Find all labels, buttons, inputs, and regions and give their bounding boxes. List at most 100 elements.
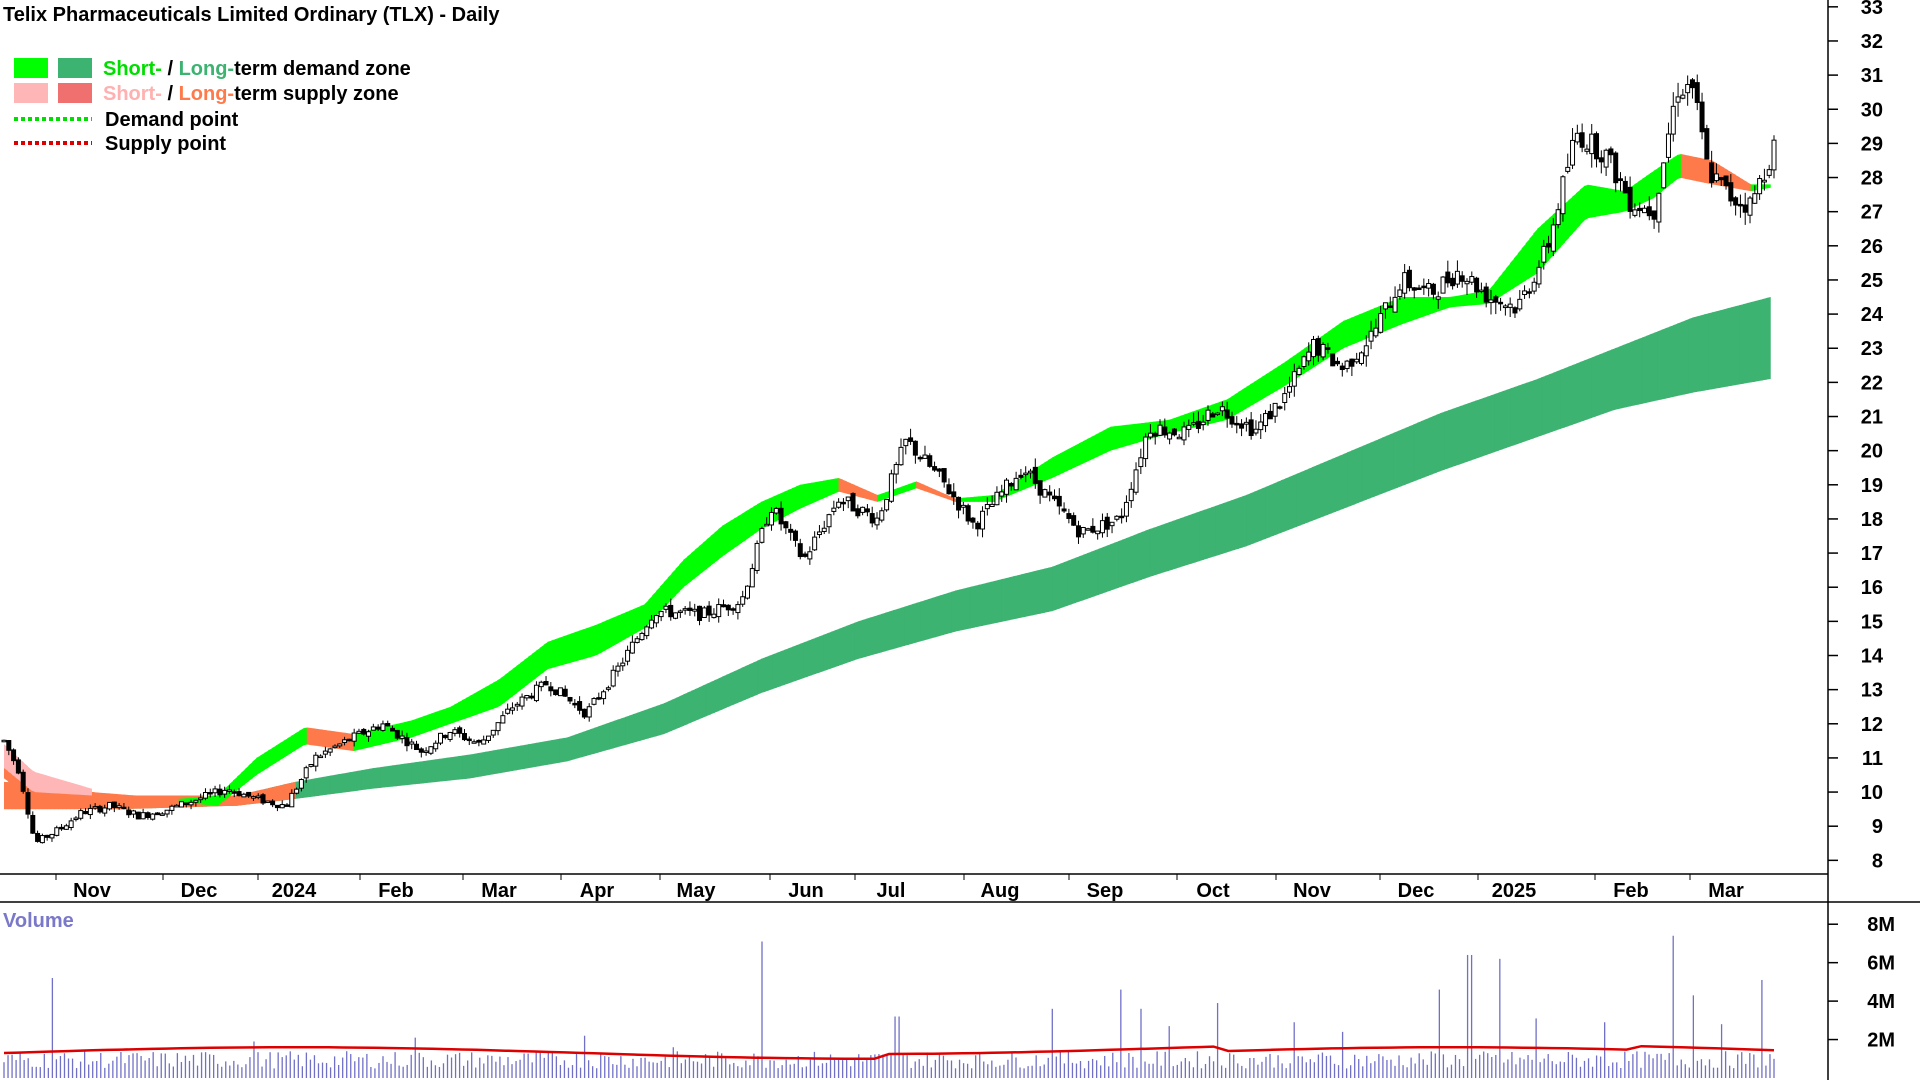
- short-term-zone-segment: [271, 745, 277, 766]
- volume-tick-label: 8M: [1867, 914, 1895, 936]
- long-term-zone-segment: [745, 664, 750, 700]
- short-term-zone-segment: [1742, 179, 1748, 191]
- candle-body: [1608, 148, 1614, 156]
- candle-body: [965, 505, 971, 522]
- short-term-zone-segment: [535, 647, 541, 679]
- short-term-zone-segment: [1750, 184, 1756, 192]
- candle-body: [1315, 338, 1321, 356]
- long-term-zone-segment: [993, 580, 999, 624]
- long-term-zone-segment: [1121, 538, 1127, 587]
- long-term-zone-segment: [1296, 472, 1302, 527]
- short-term-zone-segment: [819, 480, 824, 501]
- short-term-zone-segment: [1246, 384, 1251, 409]
- short-term-zone-segment: [559, 636, 564, 666]
- volume-title: Volume: [3, 910, 74, 932]
- long-term-zone-segment: [656, 704, 661, 737]
- candle-body: [663, 605, 669, 610]
- long-term-zone-segment: [1750, 301, 1756, 383]
- short-term-supply-segment: [85, 786, 90, 796]
- candle-body: [1210, 413, 1216, 418]
- long-term-zone-segment: [1090, 550, 1096, 598]
- short-term-zone-segment: [1067, 447, 1073, 471]
- long-term-zone-segment: [1059, 562, 1065, 609]
- long-term-zone-segment: [1152, 526, 1158, 576]
- candle-body: [768, 512, 774, 526]
- long-term-zone-segment: [578, 731, 583, 759]
- price-tick-label: 28: [1861, 168, 1883, 190]
- candle-body: [1397, 289, 1403, 298]
- long-term-zone-segment: [1199, 510, 1205, 561]
- short-term-zone-segment: [842, 479, 847, 494]
- candle-body: [174, 804, 180, 808]
- short-term-zone-segment: [295, 730, 300, 751]
- short-term-zone-segment: [687, 553, 692, 585]
- candle-body: [399, 735, 405, 739]
- candle-body: [438, 732, 444, 744]
- short-term-zone-segment: [372, 728, 378, 747]
- candle-body: [327, 748, 333, 753]
- short-term-zone-segment: [904, 484, 910, 493]
- candle-body: [1234, 422, 1240, 426]
- short-term-zone-segment: [1040, 462, 1045, 483]
- short-term-zone-segment: [458, 700, 463, 722]
- candle-body: [1670, 105, 1676, 135]
- short-term-zone-segment: [430, 712, 436, 731]
- candle-body: [236, 791, 242, 797]
- short-term-zone-segment: [302, 727, 308, 746]
- long-term-zone-segment: [1343, 452, 1348, 509]
- short-term-zone-segment: [1684, 154, 1690, 180]
- long-term-zone-segment: [1366, 442, 1371, 500]
- short-term-zone-segment: [508, 668, 514, 700]
- long-term-zone-segment: [562, 737, 568, 763]
- short-term-zone-segment: [1459, 294, 1465, 307]
- candle-body: [1119, 515, 1125, 519]
- long-term-zone-segment: [1020, 573, 1026, 618]
- price-tick-label: 9: [1872, 816, 1883, 838]
- price-tick-label: 12: [1861, 714, 1883, 736]
- candle-body: [59, 826, 65, 830]
- candle-body: [860, 506, 866, 513]
- short-term-zone-segment: [896, 486, 902, 496]
- long-term-zone-segment: [1692, 316, 1697, 393]
- price-tick-label: 14: [1861, 646, 1884, 668]
- long-term-zone-segment: [1572, 363, 1577, 425]
- candle-body: [984, 503, 990, 510]
- short-term-zone-segment: [1249, 381, 1255, 407]
- short-term-zone-segment: [978, 496, 983, 502]
- candle-body: [1531, 281, 1537, 292]
- long-term-zone-segment: [667, 699, 673, 733]
- x-tick-label: Dec: [181, 880, 218, 902]
- candle-body: [649, 619, 655, 629]
- legend-supply-rest: term supply zone: [234, 83, 398, 105]
- candle-body: [548, 686, 554, 692]
- long-term-zone-segment: [1350, 449, 1356, 506]
- long-term-zone-segment: [912, 602, 917, 644]
- candle-body: [1459, 275, 1465, 282]
- long-term-zone-segment: [625, 715, 630, 745]
- long-term-zone-segment: [1327, 458, 1333, 515]
- long-term-zone-segment: [520, 744, 525, 770]
- short-term-zone-segment: [1568, 196, 1573, 239]
- long-term-zone-segment: [1700, 314, 1705, 392]
- x-tick-label: Feb: [1613, 880, 1649, 902]
- candle-body: [1675, 96, 1681, 103]
- short-term-zone-segment: [438, 709, 444, 728]
- long-term-zone-segment: [1494, 392, 1500, 453]
- short-term-zone-segment: [877, 493, 882, 502]
- long-term-zone-segment: [978, 583, 983, 627]
- candle-body: [404, 737, 410, 747]
- long-term-zone-segment: [768, 654, 774, 691]
- candle-body: [380, 723, 386, 731]
- candle-body: [442, 734, 448, 739]
- long-term-supply-segment: [279, 784, 285, 801]
- candle-body: [620, 662, 626, 667]
- long-term-zone-segment: [900, 606, 906, 647]
- long-term-zone-segment: [644, 708, 649, 740]
- short-term-zone-segment: [299, 728, 304, 748]
- short-term-zone-segment: [1125, 424, 1131, 447]
- long-term-zone-segment: [749, 662, 754, 698]
- long-term-zone-segment: [1482, 396, 1488, 457]
- short-term-zone-segment: [1564, 200, 1569, 243]
- short-term-zone-segment: [477, 689, 483, 715]
- long-term-zone-segment: [691, 689, 696, 723]
